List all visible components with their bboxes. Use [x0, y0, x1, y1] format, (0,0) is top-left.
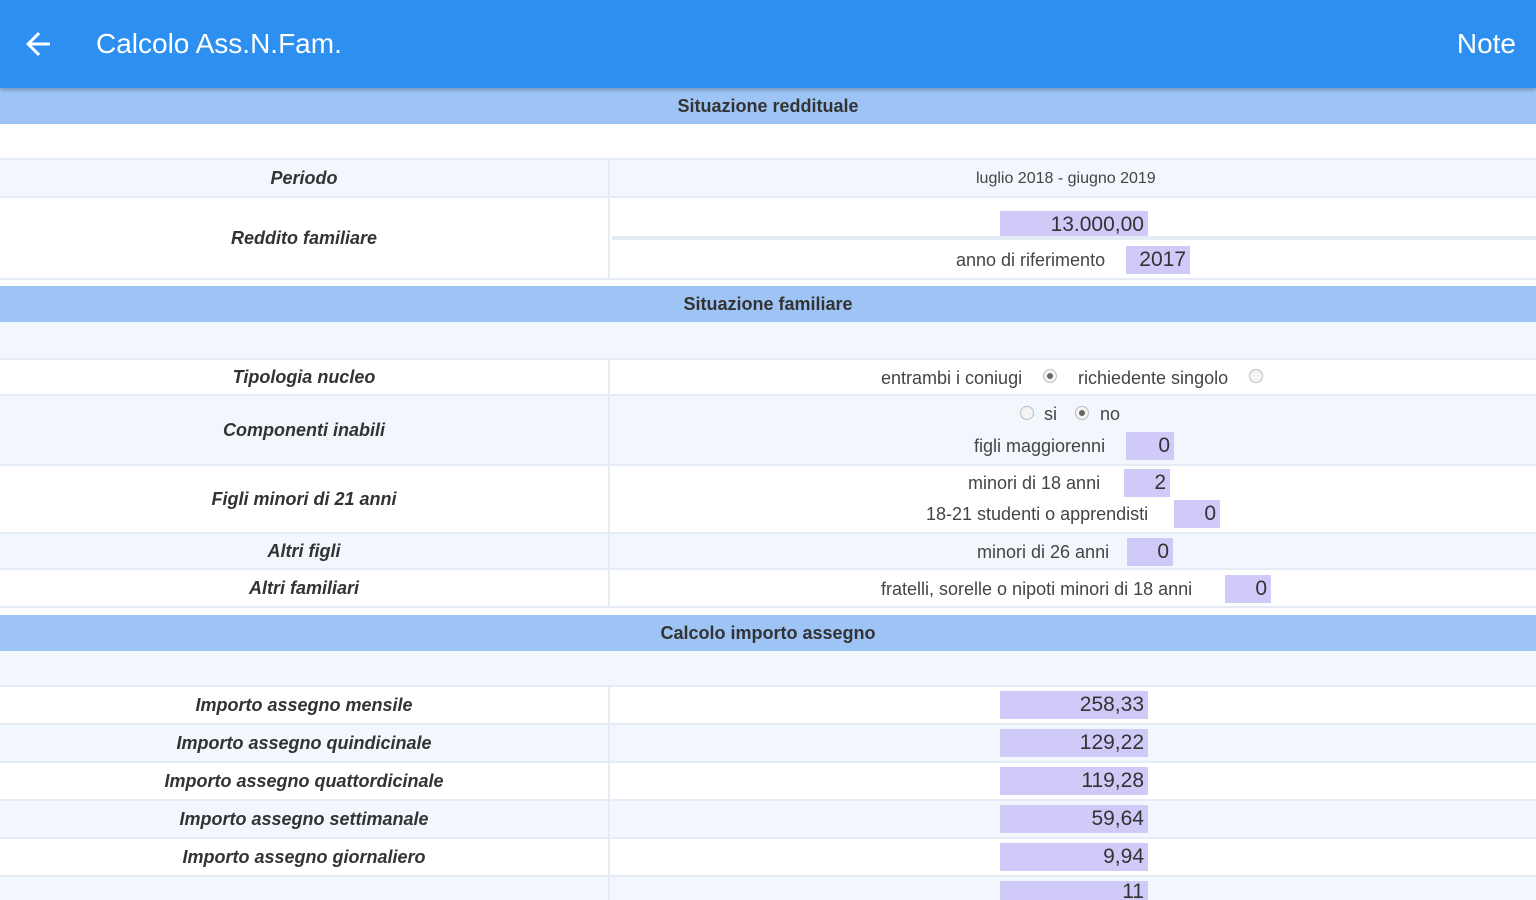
- quattordicinale-value: 119,28: [1000, 767, 1148, 795]
- orario-value-cell: 11: [612, 877, 1536, 900]
- quindicinale-value: 129,22: [1000, 729, 1148, 757]
- spacer-row: [0, 651, 1536, 687]
- no-label: no: [1100, 404, 1121, 424]
- arrow-back-icon: [26, 32, 50, 56]
- periodo-row: Periodo luglio 2018 - giugno 2019: [0, 160, 1536, 198]
- quattordicinale-row: Importo assegno quattordicinale 119,28: [0, 763, 1536, 801]
- minori18-label: minori di 18 anni: [968, 473, 1101, 493]
- si-label: si: [1044, 404, 1057, 424]
- minori18-input[interactable]: 2: [1124, 469, 1170, 497]
- spacer-row: [0, 124, 1536, 160]
- singolo-radio[interactable]: [1249, 369, 1263, 383]
- section-header-reddituale: Situazione reddituale: [0, 88, 1536, 124]
- section-header-familiare: Situazione familiare: [0, 286, 1536, 322]
- studenti-input[interactable]: 0: [1174, 500, 1220, 528]
- anno-label: anno di riferimento: [956, 250, 1106, 270]
- giornaliero-value-cell: 9,94: [612, 839, 1536, 875]
- reddito-value-cell: 13.000,00 anno di riferimento 2017: [612, 198, 1536, 278]
- reddito-input[interactable]: 13.000,00: [1000, 211, 1148, 239]
- altri-familiari-row: Altri familiari fratelli, sorelle o nipo…: [0, 570, 1536, 608]
- fratelli-input[interactable]: 0: [1225, 575, 1271, 603]
- mensile-value: 258,33: [1000, 691, 1148, 719]
- figli-minori-label: Figli minori di 21 anni: [0, 466, 610, 532]
- mensile-label: Importo assegno mensile: [0, 687, 610, 723]
- settimanale-value: 59,64: [1000, 805, 1148, 833]
- altri-figli-label: Altri figli: [0, 534, 610, 568]
- inabili-si-radio[interactable]: [1020, 406, 1034, 420]
- tipologia-label: Tipologia nucleo: [0, 360, 610, 394]
- tipologia-row: Tipologia nucleo entrambi i coniugi rich…: [0, 360, 1536, 396]
- back-button[interactable]: [20, 26, 56, 62]
- inabili-value-cell: si no figli maggiorenni 0: [612, 396, 1536, 464]
- mensile-row: Importo assegno mensile 258,33: [0, 687, 1536, 725]
- section-header-calcolo: Calcolo importo assegno: [0, 615, 1536, 651]
- note-button[interactable]: Note: [1456, 28, 1516, 59]
- reddito-label: Reddito familiare: [0, 198, 610, 278]
- giornaliero-label: Importo assegno giornaliero: [0, 839, 610, 875]
- reddito-divider: [612, 236, 1536, 240]
- spacer-row: [0, 322, 1536, 360]
- altri-figli-value-cell: minori di 26 anni 0: [612, 534, 1536, 568]
- inabili-label: Componenti inabili: [0, 396, 610, 464]
- altri-familiari-value-cell: fratelli, sorelle o nipoti minori di 18 …: [612, 570, 1536, 606]
- anno-input[interactable]: 2017: [1126, 246, 1190, 274]
- settimanale-label: Importo assegno settimanale: [0, 801, 610, 837]
- quindicinale-value-cell: 129,22: [612, 725, 1536, 761]
- settimanale-row: Importo assegno settimanale 59,64: [0, 801, 1536, 839]
- settimanale-value-cell: 59,64: [612, 801, 1536, 837]
- quindicinale-label: Importo assegno quindicinale: [0, 725, 610, 761]
- minori26-input[interactable]: 0: [1127, 538, 1173, 566]
- figli-maggiorenni-label: figli maggiorenni: [974, 436, 1106, 456]
- app-title: Calcolo Ass.N.Fam.: [96, 28, 342, 59]
- minori26-label: minori di 26 anni: [977, 542, 1110, 562]
- altri-figli-row: Altri figli minori di 26 anni 0: [0, 534, 1536, 570]
- orario-value: 11: [1000, 881, 1148, 900]
- periodo-value-cell: luglio 2018 - giugno 2019: [612, 160, 1536, 196]
- quattordicinale-label: Importo assegno quattordicinale: [0, 763, 610, 799]
- mensile-value-cell: 258,33: [612, 687, 1536, 723]
- giornaliero-value: 9,94: [1000, 843, 1148, 871]
- quattordicinale-value-cell: 119,28: [612, 763, 1536, 799]
- figli-minori-row: Figli minori di 21 anni minori di 18 ann…: [0, 466, 1536, 534]
- altri-familiari-label: Altri familiari: [0, 570, 610, 606]
- fratelli-label: fratelli, sorelle o nipoti minori di 18 …: [881, 579, 1193, 599]
- figli-maggiorenni-input[interactable]: 0: [1126, 432, 1174, 460]
- periodo-label: Periodo: [0, 160, 610, 196]
- inabili-no-radio[interactable]: [1075, 406, 1089, 420]
- tipologia-value-cell: entrambi i coniugi richiedente singolo: [612, 360, 1536, 394]
- orario-label: [0, 877, 610, 900]
- inabili-row: Componenti inabili si no figli maggioren…: [0, 396, 1536, 466]
- periodo-value: luglio 2018 - giugno 2019: [976, 170, 1156, 187]
- coniugi-radio[interactable]: [1043, 369, 1057, 383]
- coniugi-label: entrambi i coniugi: [881, 368, 1023, 388]
- singolo-label: richiedente singolo: [1078, 368, 1229, 388]
- quindicinale-row: Importo assegno quindicinale 129,22: [0, 725, 1536, 763]
- app-bar: Calcolo Ass.N.Fam. Note: [0, 0, 1536, 88]
- orario-row: 11: [0, 877, 1536, 900]
- studenti-label: 18-21 studenti o apprendisti: [926, 504, 1149, 524]
- reddito-row: Reddito familiare 13.000,00 anno di rife…: [0, 198, 1536, 280]
- figli-minori-value-cell: minori di 18 anni 2 18-21 studenti o app…: [612, 466, 1536, 532]
- giornaliero-row: Importo assegno giornaliero 9,94: [0, 839, 1536, 877]
